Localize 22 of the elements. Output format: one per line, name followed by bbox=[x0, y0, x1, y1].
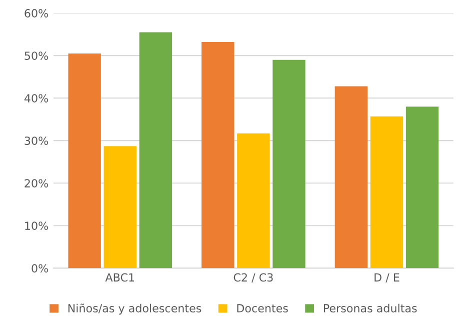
legend-label: Docentes bbox=[237, 304, 288, 312]
bar bbox=[202, 42, 234, 268]
bar bbox=[272, 60, 306, 268]
y-tick-label: 60% bbox=[24, 9, 48, 18]
legend-label: Niños/as y adolescentes bbox=[68, 304, 202, 315]
y-tick-label: 50% bbox=[24, 52, 48, 60]
bar bbox=[370, 116, 404, 268]
bar bbox=[104, 146, 136, 268]
bar bbox=[139, 32, 172, 268]
bar bbox=[334, 86, 368, 268]
bar bbox=[68, 53, 101, 268]
y-tick-label: 30% bbox=[24, 136, 48, 145]
x-tick-label: C2 / C3 bbox=[234, 273, 273, 282]
y-tick-label: 10% bbox=[25, 222, 48, 230]
y-tick-label: 40% bbox=[24, 94, 48, 102]
y-tick-label: 0% bbox=[32, 264, 48, 273]
x-tick-label: D / E bbox=[374, 273, 400, 282]
bar bbox=[406, 106, 439, 268]
bar bbox=[237, 133, 270, 268]
y-tick-label: 20% bbox=[24, 179, 48, 188]
legend-label: Personas adultas bbox=[324, 304, 417, 312]
x-tick-label: ABC1 bbox=[105, 273, 134, 282]
